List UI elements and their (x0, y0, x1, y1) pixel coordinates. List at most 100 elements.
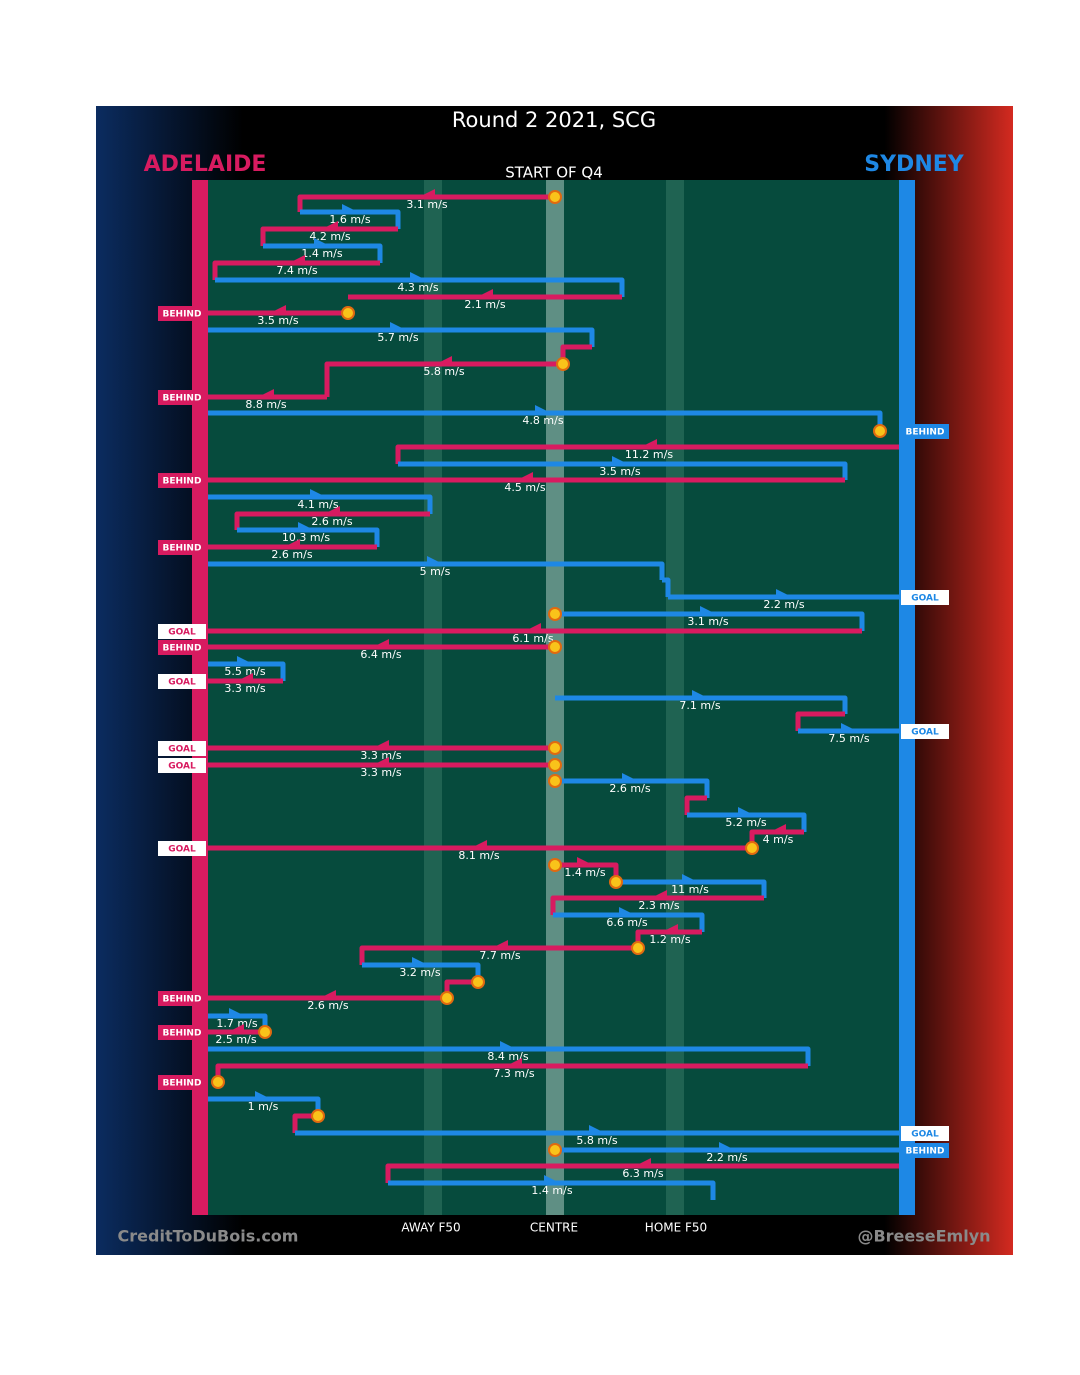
outcome-box (158, 1025, 206, 1040)
ball-marker (440, 991, 454, 1005)
outcome-label: BEHIND (163, 544, 202, 554)
speed-label: 4.2 m/s (309, 230, 350, 243)
speed-label: 8.1 m/s (458, 849, 499, 862)
direction-arrow (377, 740, 389, 749)
direction-arrow (619, 907, 631, 916)
speed-label: 10.3 m/s (282, 531, 330, 544)
ball-marker (873, 424, 887, 438)
direction-arrow (622, 773, 634, 782)
direction-arrow (390, 322, 402, 331)
direction-arrow (440, 356, 452, 365)
ball-marker (471, 975, 485, 989)
credit: CreditToDuBois.com (118, 1227, 299, 1246)
direction-arrow (738, 807, 750, 816)
speed-label: 3.5 m/s (257, 314, 298, 327)
direction-arrow (682, 874, 694, 883)
outcome-label: GOAL (911, 594, 939, 604)
speed-label: 1.4 m/s (564, 866, 605, 879)
ball-marker (311, 1109, 325, 1123)
field-label: AWAY F50 (401, 1221, 460, 1235)
direction-arrow (328, 506, 340, 515)
speed-label: 3.1 m/s (406, 198, 447, 211)
outcome-box (158, 640, 206, 655)
outcome-box (158, 674, 206, 689)
speed-label: 3.2 m/s (399, 966, 440, 979)
speed-label: 2.1 m/s (464, 298, 505, 311)
field-label: HOME F50 (645, 1221, 707, 1235)
direction-arrow (324, 990, 336, 999)
outcome-box (158, 540, 206, 555)
outcome-label: BEHIND (163, 394, 202, 404)
outcome-label: BEHIND (163, 477, 202, 487)
ball-marker (548, 190, 562, 204)
direction-arrow (776, 589, 788, 598)
possession-path (237, 527, 380, 547)
adelaide-goal-line (192, 180, 208, 1215)
possession-path (555, 695, 848, 714)
outcome-box (901, 1143, 949, 1158)
possession-path (550, 895, 764, 915)
direction-arrow (655, 890, 667, 899)
direction-arrow (314, 238, 326, 247)
ball-marker (548, 758, 562, 772)
possession-path (795, 711, 845, 731)
possession-path (292, 1113, 318, 1133)
possession-path (553, 912, 705, 932)
speed-label: 1.4 m/s (301, 247, 342, 260)
speed-label: 5 m/s (420, 565, 451, 578)
outcome-label: BEHIND (906, 1147, 945, 1157)
outcome-label: BEHIND (163, 995, 202, 1005)
direction-arrow (700, 606, 712, 615)
outcome-box (158, 741, 206, 756)
speed-label: 2.6 m/s (311, 515, 352, 528)
title: Round 2 2021, SCG (452, 108, 656, 132)
speed-label: 3.3 m/s (360, 766, 401, 779)
direction-arrow (255, 1091, 267, 1100)
speed-label: 2.6 m/s (271, 548, 312, 561)
speed-label: 1.7 m/s (216, 1017, 257, 1030)
outcome-label: GOAL (168, 745, 196, 755)
speed-label: 4.3 m/s (397, 281, 438, 294)
speed-label: 7.3 m/s (493, 1067, 534, 1080)
direction-arrow (377, 757, 389, 766)
outcome-box (901, 1126, 949, 1141)
speed-label: 2.6 m/s (609, 782, 650, 795)
speed-label: 6.6 m/s (606, 916, 647, 929)
ball-marker (548, 640, 562, 654)
outcome-box (158, 306, 206, 321)
outcome-box (901, 724, 949, 739)
direction-arrow (577, 857, 589, 866)
possession-path (215, 277, 625, 297)
outcome-box (158, 758, 206, 773)
direction-arrow (229, 1008, 241, 1017)
possession-path (395, 444, 899, 464)
ball-marker (548, 774, 562, 788)
ball-marker (258, 1025, 272, 1039)
direction-arrow (500, 1041, 512, 1050)
direction-arrow (521, 472, 533, 481)
speed-label: 5.5 m/s (224, 665, 265, 678)
direction-arrow (496, 940, 508, 949)
speed-label: 2.5 m/s (215, 1033, 256, 1046)
possession-path (385, 1163, 899, 1183)
speed-label: 7.1 m/s (679, 699, 720, 712)
ball-marker (341, 306, 355, 320)
direction-arrow (612, 456, 624, 465)
possession-path (208, 494, 433, 514)
possession-path (324, 361, 563, 397)
direction-arrow (298, 522, 310, 531)
outcome-label: GOAL (168, 678, 196, 688)
outcome-box (158, 991, 206, 1006)
ball-marker (548, 1143, 562, 1157)
subtitle: START OF Q4 (505, 164, 603, 182)
speed-label: 5.7 m/s (377, 331, 418, 344)
outcome-label: GOAL (168, 762, 196, 772)
speed-label: 2.2 m/s (706, 1151, 747, 1164)
direction-arrow (427, 556, 439, 565)
speed-label: 6.1 m/s (512, 632, 553, 645)
speed-label: 4.5 m/s (504, 481, 545, 494)
ball-marker (548, 607, 562, 621)
speed-label: 2.2 m/s (763, 598, 804, 611)
possession-path (208, 561, 665, 580)
